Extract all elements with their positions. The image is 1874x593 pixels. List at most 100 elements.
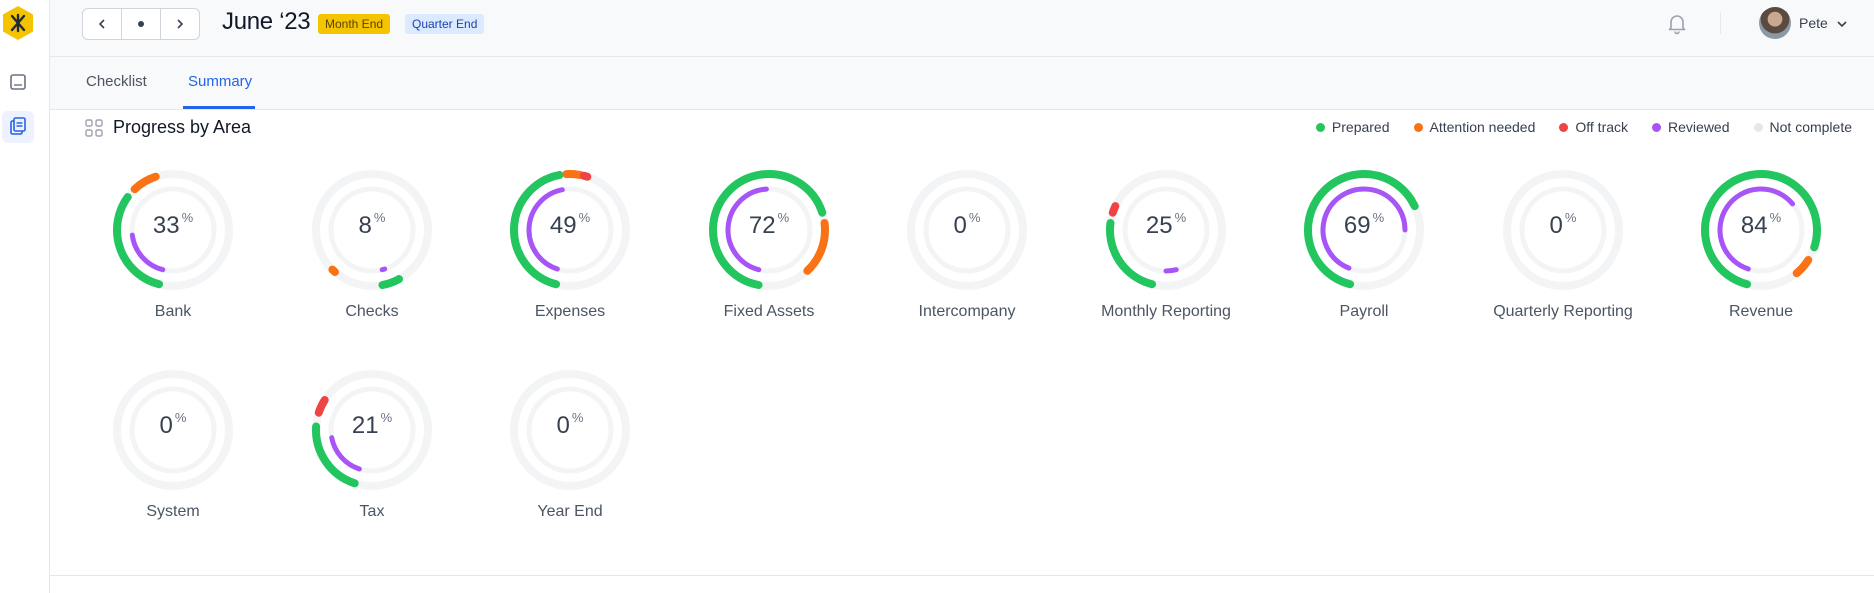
legend-label: Attention needed — [1429, 119, 1536, 135]
area-card[interactable]: 33% Bank — [74, 166, 272, 326]
percent-sign: % — [777, 210, 790, 225]
user-name[interactable]: Pete — [1799, 15, 1828, 31]
outer-progress-arc — [510, 170, 564, 289]
outer-progress-arc — [378, 275, 403, 290]
grid-icon — [85, 119, 103, 137]
tab-summary[interactable]: Summary — [188, 73, 253, 90]
area-percent: 0% — [868, 210, 1066, 240]
top-header: June ‘23 Month End Quarter End Pete — [50, 0, 1874, 57]
area-percent: 72% — [670, 210, 868, 240]
previous-period-button[interactable] — [83, 9, 122, 39]
percent-sign: % — [968, 210, 981, 225]
progress-donut — [1503, 170, 1623, 290]
legend-dot — [1652, 122, 1662, 132]
outer-progress-arc — [1108, 202, 1120, 217]
inner-progress-arc — [526, 187, 565, 272]
legend-label: Reviewed — [1668, 119, 1730, 135]
outer-progress-arc — [314, 395, 329, 417]
area-percent: 33% — [74, 210, 272, 240]
area-name: Monthly Reporting — [1101, 303, 1231, 320]
chevron-right-icon — [177, 19, 184, 29]
area-card[interactable]: 0% Year End — [471, 366, 669, 526]
legend-dot — [1315, 122, 1325, 132]
content-divider — [50, 575, 1874, 576]
percent-sign: % — [1174, 210, 1187, 225]
outer-progress-arc — [1701, 170, 1821, 289]
area-percent: 49% — [471, 210, 669, 240]
outer-progress-arc — [328, 265, 339, 277]
area-percent: 25% — [1067, 210, 1265, 240]
legend-dot — [1753, 122, 1763, 132]
area-name: Fixed Assets — [723, 303, 815, 320]
area-card[interactable]: 0% Quarterly Reporting — [1464, 166, 1662, 326]
area-card[interactable]: 0% System — [74, 366, 272, 526]
clipboard-icon[interactable] — [2, 111, 34, 143]
percent-value: 84 — [1740, 212, 1768, 239]
area-percent: 69% — [1265, 210, 1463, 240]
section-title: Progress by Area — [113, 117, 252, 137]
percent-value: 69 — [1343, 212, 1371, 239]
percent-value: 0 — [1549, 212, 1563, 239]
avatar[interactable] — [1759, 7, 1791, 39]
percent-value: 33 — [152, 212, 180, 239]
percent-value: 72 — [748, 212, 776, 239]
inner-track — [328, 186, 416, 274]
outer-progress-arc — [113, 193, 164, 289]
area-card[interactable]: 0% Intercompany — [868, 166, 1066, 326]
area-card[interactable]: 84% Revenue — [1662, 166, 1860, 326]
percent-sign: % — [181, 210, 194, 225]
area-percent: 84% — [1662, 210, 1860, 240]
next-period-button[interactable] — [161, 9, 199, 39]
area-card[interactable]: 72% Fixed Assets — [670, 166, 868, 326]
percent-sign: % — [1372, 210, 1385, 225]
inner-progress-arc — [129, 232, 166, 273]
legend-label: Prepared — [1331, 119, 1390, 135]
inner-track — [526, 386, 614, 474]
legend-dot — [1413, 122, 1423, 132]
percent-sign: % — [373, 210, 386, 225]
inner-progress-arc — [1320, 186, 1408, 271]
area-name: Quarterly Reporting — [1493, 303, 1633, 320]
active-tab-indicator — [183, 106, 255, 109]
inner-track — [129, 386, 217, 474]
area-card[interactable]: 8% Checks — [273, 166, 471, 326]
percent-sign: % — [578, 210, 591, 225]
outer-track — [312, 170, 432, 290]
inner-progress-arc — [379, 266, 388, 273]
area-card[interactable]: 69% Payroll — [1265, 166, 1463, 326]
percent-value: 25 — [1145, 212, 1173, 239]
outer-progress-arc — [803, 218, 829, 275]
legend-dot — [1559, 122, 1569, 132]
inner-track — [129, 186, 217, 274]
area-name: System — [146, 503, 200, 520]
outer-progress-arc — [709, 170, 827, 290]
outer-progress-arc — [562, 170, 585, 179]
chevron-down-icon[interactable] — [1835, 17, 1849, 31]
current-period-button[interactable] — [122, 9, 161, 39]
outer-progress-arc — [1792, 256, 1813, 278]
progress-donut — [1106, 170, 1226, 290]
percent-sign: % — [1769, 210, 1782, 225]
area-name: Revenue — [1728, 303, 1794, 320]
progress-donut — [1304, 170, 1424, 290]
app-logo-icon[interactable] — [1, 5, 35, 41]
area-name: Bank — [154, 303, 192, 320]
area-percent: 21% — [273, 410, 471, 440]
percent-value: 8 — [358, 212, 372, 239]
area-card[interactable]: 25% Monthly Reporting — [1067, 166, 1265, 326]
outer-progress-arc — [1304, 170, 1419, 289]
outer-progress-arc — [130, 172, 160, 194]
percent-value: 49 — [549, 212, 577, 239]
tab-checklist[interactable]: Checklist — [86, 73, 147, 90]
area-card[interactable]: 49% Expenses — [471, 166, 669, 326]
page-title: June ‘23 — [222, 8, 311, 35]
progress-donut — [1701, 170, 1821, 290]
area-name: Payroll — [1339, 303, 1389, 320]
outer-track — [113, 370, 233, 490]
percent-sign: % — [174, 410, 187, 425]
area-card[interactable]: 21% Tax — [273, 366, 471, 526]
inner-progress-arc — [1717, 186, 1796, 272]
bell-icon[interactable] — [1665, 11, 1689, 35]
book-icon[interactable] — [6, 70, 30, 94]
area-name: Tax — [359, 503, 385, 520]
